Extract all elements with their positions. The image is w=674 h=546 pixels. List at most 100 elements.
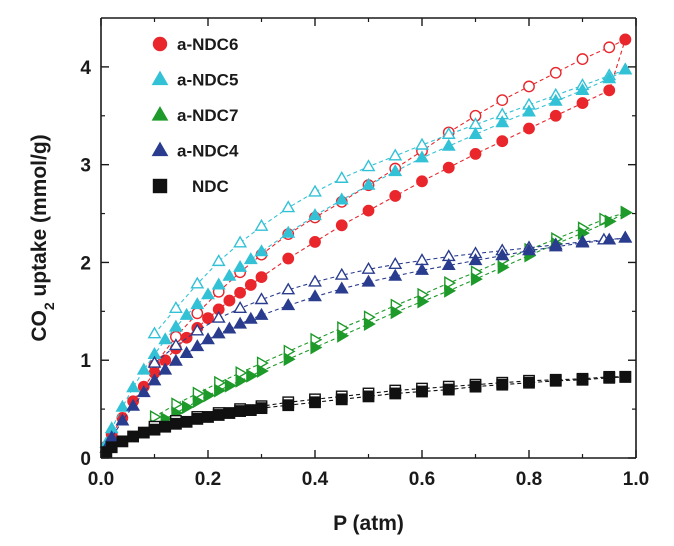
- a-ndc5-adsorption-line: [105, 69, 626, 444]
- ndc-adsorption-point: [603, 371, 616, 384]
- ndc-adsorption-point: [282, 399, 295, 412]
- legend-marker-a-ndc4: [151, 141, 169, 157]
- a-ndc4-adsorption-point: [441, 258, 456, 270]
- a-ndc6-adsorption-point: [234, 286, 247, 299]
- a-ndc5-adsorption-point: [548, 93, 563, 106]
- x-tick-label: 1.0: [623, 469, 649, 490]
- a-ndc7-adsorption-point: [224, 378, 237, 393]
- a-ndc5-desorption-point: [147, 326, 162, 339]
- y-axis-title-subscript: 2: [41, 302, 57, 310]
- legend-label-a-ndc4: a-NDC4: [177, 142, 239, 161]
- a-ndc5-adsorption-point: [115, 399, 130, 412]
- ndc-adsorption-point: [576, 373, 589, 386]
- a-ndc6-desorption-point: [549, 66, 562, 79]
- a-ndc6-desorption-point: [576, 53, 589, 65]
- y-tick-label: 1: [80, 351, 91, 372]
- ndc-adsorption-point: [244, 404, 257, 416]
- a-ndc4-adsorption-point: [179, 346, 194, 358]
- a-ndc5-adsorption-point: [243, 252, 258, 265]
- a-ndc5-desorption-point: [334, 170, 349, 183]
- a-ndc4-adsorption-point: [495, 248, 510, 261]
- a-ndc4-adsorption-point: [211, 326, 226, 339]
- x-tick-label: 0.4: [302, 469, 329, 490]
- ndc-adsorption-point: [442, 383, 455, 396]
- a-ndc6-adsorption-point: [576, 97, 589, 109]
- ndc-adsorption-point: [116, 435, 129, 448]
- a-ndc6-adsorption-point: [523, 122, 535, 135]
- a-ndc5-adsorption-point: [522, 104, 536, 117]
- a-ndc4-adsorption-point: [201, 332, 215, 345]
- a-ndc4-desorption-point: [190, 323, 205, 336]
- a-ndc5-adsorption-point: [281, 225, 296, 238]
- a-ndc6-adsorption-point: [255, 271, 268, 284]
- a-ndc7-adsorption-point: [620, 205, 633, 220]
- a-ndc7-adsorption-point: [256, 364, 269, 378]
- a-ndc4-adsorption-point: [522, 243, 536, 256]
- a-ndc6-adsorption-point: [549, 109, 562, 122]
- ndc-adsorption-point: [212, 409, 225, 421]
- a-ndc4-desorption-point: [388, 257, 403, 269]
- series-a-NDC7: [149, 205, 633, 433]
- a-ndc6-adsorption-point: [309, 236, 321, 248]
- ndc-adsorption-point: [148, 423, 161, 436]
- a-ndc4-adsorption-point: [415, 262, 429, 275]
- a-ndc5-adsorption-point: [495, 115, 510, 128]
- ndc-adsorption-point: [362, 390, 375, 403]
- a-ndc7-desorption-point: [171, 397, 184, 412]
- a-ndc6-adsorption-point: [389, 190, 402, 202]
- a-ndc5-adsorption-point: [415, 150, 429, 163]
- a-ndc4-desorption-point: [233, 301, 248, 313]
- a-ndc6-adsorption-point: [416, 175, 428, 188]
- ndc-adsorption-point: [159, 420, 172, 433]
- x-axis-title: P (atm): [333, 512, 404, 535]
- a-ndc5-adsorption-point: [126, 380, 141, 393]
- a-ndc5-adsorption-point: [618, 62, 633, 75]
- a-ndc4-desorption-point: [147, 355, 162, 368]
- a-ndc5-desorption-point: [308, 184, 322, 197]
- a-ndc5-desorption-point: [233, 235, 248, 248]
- ndc-adsorption-point: [105, 441, 118, 454]
- ndc-adsorption-point: [335, 393, 348, 406]
- a-ndc5-adsorption-point: [201, 287, 215, 300]
- a-ndc6-adsorption-point: [619, 33, 632, 46]
- ndc-adsorption-point: [523, 376, 535, 389]
- a-ndc7-adsorption-point: [235, 373, 248, 388]
- a-ndc4-adsorption-point: [233, 316, 248, 329]
- a-ndc5-adsorption-point: [158, 332, 173, 345]
- a-ndc7-adsorption-point: [604, 214, 617, 229]
- x-tick-label: 0.0: [88, 469, 114, 490]
- a-ndc6-adsorption-point: [180, 331, 193, 344]
- a-ndc6-adsorption-point: [442, 161, 455, 174]
- a-ndc4-adsorption-point: [281, 298, 296, 311]
- a-ndc5-desorption-point: [168, 301, 183, 313]
- a-ndc5-adsorption-point: [233, 259, 248, 272]
- a-ndc4-desorption-point: [254, 292, 269, 305]
- legend-label-a-ndc6: a-NDC6: [177, 35, 238, 54]
- a-ndc7-adsorption-point: [337, 328, 350, 343]
- y-axis-title: CO2 uptake (mmol/g): [28, 134, 57, 341]
- a-ndc4-desorption-point: [211, 310, 226, 323]
- ndc-adsorption-point: [202, 411, 214, 423]
- a-ndc5-desorption-point: [190, 276, 205, 289]
- y-axis-title-main: CO: [28, 310, 51, 342]
- y-tick-label: 2: [80, 253, 91, 274]
- a-ndc4-adsorption-point: [468, 253, 483, 266]
- a-ndc5-adsorption-point: [388, 164, 403, 177]
- a-ndc6-adsorption-point: [244, 279, 257, 291]
- a-ndc6-adsorption-point: [202, 312, 214, 325]
- ndc-adsorption-point: [549, 374, 562, 387]
- a-ndc4-desorption-point: [168, 338, 183, 351]
- a-ndc5-desorption-point: [388, 148, 403, 161]
- a-ndc4-desorption-point: [334, 267, 349, 280]
- a-ndc5-adsorption-point: [179, 307, 194, 320]
- a-ndc7-adsorption-point: [390, 305, 403, 320]
- a-ndc6-desorption-point: [603, 41, 616, 54]
- a-ndc5-desorption-point: [254, 218, 269, 231]
- a-ndc5-adsorption-point: [308, 208, 322, 221]
- a-ndc7-desorption-point: [149, 409, 162, 424]
- a-ndc4-adsorption-point: [548, 239, 563, 252]
- a-ndc4-adsorption-point: [308, 289, 322, 302]
- a-ndc4-adsorption-point: [575, 235, 590, 248]
- ndc-adsorption-point: [234, 405, 246, 417]
- a-ndc4-adsorption-point: [147, 373, 162, 386]
